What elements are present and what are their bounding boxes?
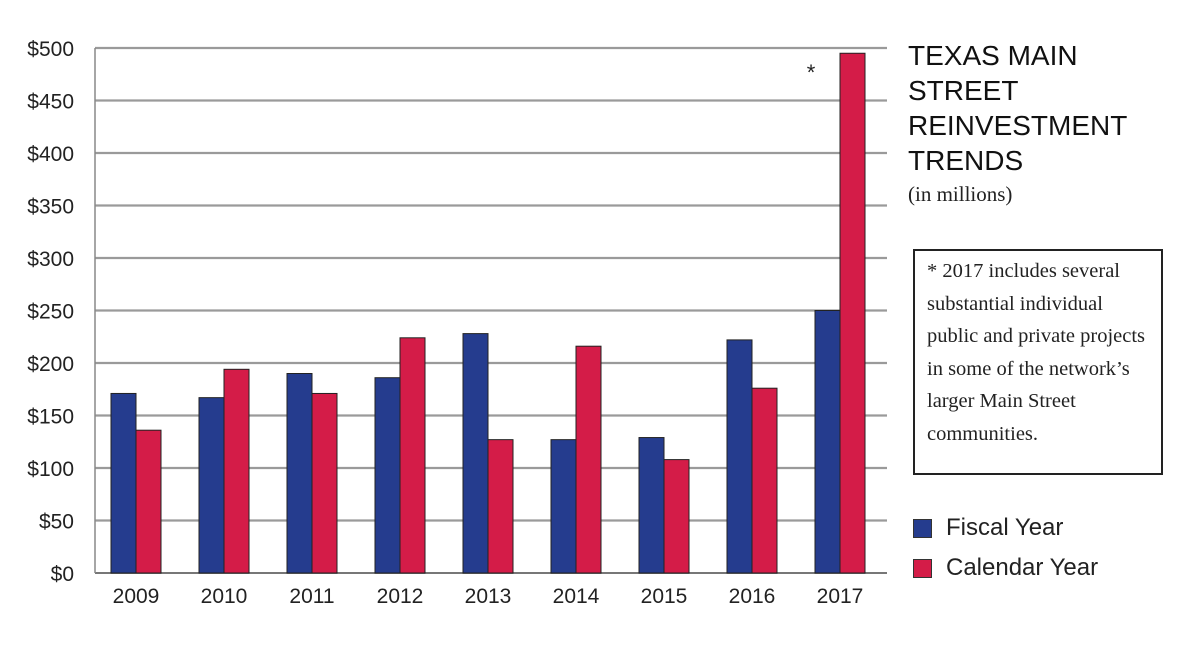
x-axis-ticks: 2009 2010 2011 2012 2013 2014 2015 2016 2017	[113, 585, 864, 608]
y-axis-ticks: $0 $50 $100 $150 $200 $250 $300 $350 $400 $450 $50…	[27, 38, 74, 586]
bars	[110, 52, 866, 574]
x-tick-label: 2012	[377, 585, 424, 608]
chart-title: TEXAS MAIN STREET REINVESTMENT TRENDS	[908, 40, 1127, 176]
legend-swatch-calendar-year	[913, 558, 932, 578]
y-tick-label: $300	[27, 248, 74, 271]
bar-calendar-year-2010	[223, 368, 250, 574]
legend: Fiscal Year Calendar Year	[913, 508, 1098, 588]
bar-calendar-year-2016	[751, 387, 778, 574]
x-tick-label: 2014	[553, 585, 600, 608]
bar-calendar-year-2015	[663, 459, 690, 574]
y-tick-label: $150	[27, 406, 74, 429]
bar-calendar-year-2013	[487, 439, 514, 574]
legend-swatch-fiscal-year	[913, 518, 932, 538]
x-tick-label: 2010	[201, 585, 248, 608]
legend-item-fiscal-year: Fiscal Year	[913, 508, 1098, 548]
annotation-note: * 2017 includes several substantial indi…	[913, 249, 1163, 475]
y-tick-label: $0	[51, 563, 74, 586]
bar-calendar-year-2017	[839, 52, 866, 574]
y-tick-label: $200	[27, 353, 74, 376]
title-block: TEXAS MAIN STREET REINVESTMENT TRENDS (i…	[908, 38, 1188, 207]
legend-item-calendar-year: Calendar Year	[913, 548, 1098, 588]
bar-fiscal-year-2014	[550, 439, 577, 574]
x-tick-label: 2015	[641, 585, 688, 608]
y-tick-label: $400	[27, 143, 74, 166]
y-tick-label: $350	[27, 196, 74, 219]
annotation-text: * 2017 includes several substantial indi…	[927, 260, 1146, 445]
x-tick-label: 2017	[817, 585, 864, 608]
x-tick-label: 2011	[289, 585, 334, 608]
y-tick-label: $50	[39, 511, 74, 534]
y-tick-label: $100	[27, 458, 74, 481]
bar-fiscal-year-2012	[374, 377, 401, 574]
bar-fiscal-year-2011	[286, 373, 313, 574]
legend-label-fiscal-year: Fiscal Year	[946, 514, 1064, 541]
y-tick-label: $250	[27, 301, 74, 324]
y-tick-label: $500	[27, 38, 74, 61]
bar-fiscal-year-2010	[198, 397, 225, 574]
bar-fiscal-year-2015	[638, 437, 665, 574]
bar-fiscal-year-2017	[814, 310, 841, 574]
y-tick-label: $450	[27, 91, 74, 114]
x-tick-label: 2013	[465, 585, 512, 608]
x-tick-label: 2009	[113, 585, 160, 608]
chart-subtitle: (in millions)	[908, 182, 1013, 206]
bar-fiscal-year-2016	[726, 339, 753, 574]
legend-label-calendar-year: Calendar Year	[946, 554, 1099, 581]
bar-chart: $0 $50 $100 $150 $200 $250 $300 $350 $400 $450 $50…	[27, 38, 887, 608]
x-tick-label: 2016	[729, 585, 776, 608]
bar-calendar-year-2012	[399, 337, 426, 574]
bar-fiscal-year-2009	[110, 392, 137, 574]
bar-fiscal-year-2013	[462, 333, 489, 574]
bar-calendar-year-2014	[575, 345, 602, 574]
bar-calendar-year-2009	[135, 429, 162, 574]
bar-calendar-year-2011	[311, 392, 338, 574]
annotation-marker: *	[807, 60, 816, 85]
